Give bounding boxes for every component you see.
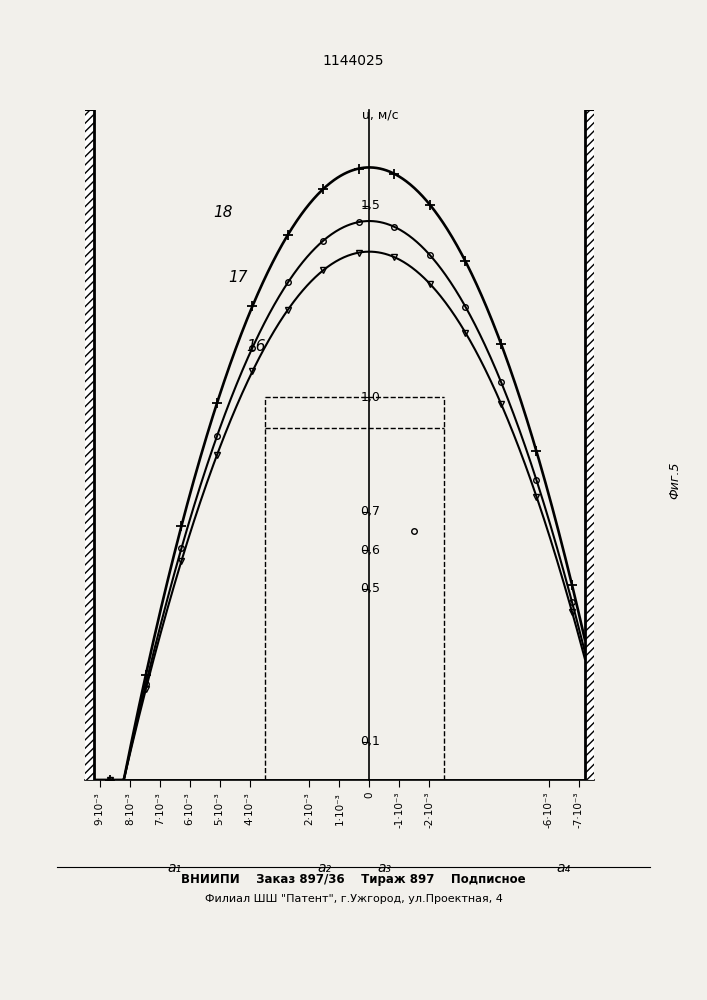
Text: 0,6: 0,6	[361, 544, 380, 557]
Text: a₂: a₂	[317, 861, 332, 875]
Text: Филиал ШШ "Патент", г.Ужгород, ул.Проектная, 4: Филиал ШШ "Патент", г.Ужгород, ул.Проект…	[204, 894, 503, 904]
Text: Фиг.5: Фиг.5	[669, 461, 682, 499]
Text: 17: 17	[228, 270, 247, 285]
Text: a₃: a₃	[378, 861, 392, 875]
Text: ВНИИПИ    Заказ 897/36    Тираж 897    Подписное: ВНИИПИ Заказ 897/36 Тираж 897 Подписное	[181, 873, 526, 886]
Text: u, м/с: u, м/с	[362, 108, 399, 121]
Bar	[79, 110, 94, 780]
Text: 18: 18	[213, 205, 233, 220]
Text: 0,1: 0,1	[361, 735, 380, 748]
Text: 16: 16	[246, 339, 265, 354]
Text: 1,5: 1,5	[361, 199, 380, 212]
Bar	[585, 110, 600, 780]
Text: 1,0: 1,0	[361, 391, 380, 404]
Text: 1144025: 1144025	[323, 54, 384, 68]
Text: a₄: a₄	[557, 861, 571, 875]
Text: a₁: a₁	[168, 861, 182, 875]
Text: 0,7: 0,7	[361, 506, 380, 519]
Text: 0,5: 0,5	[361, 582, 380, 595]
